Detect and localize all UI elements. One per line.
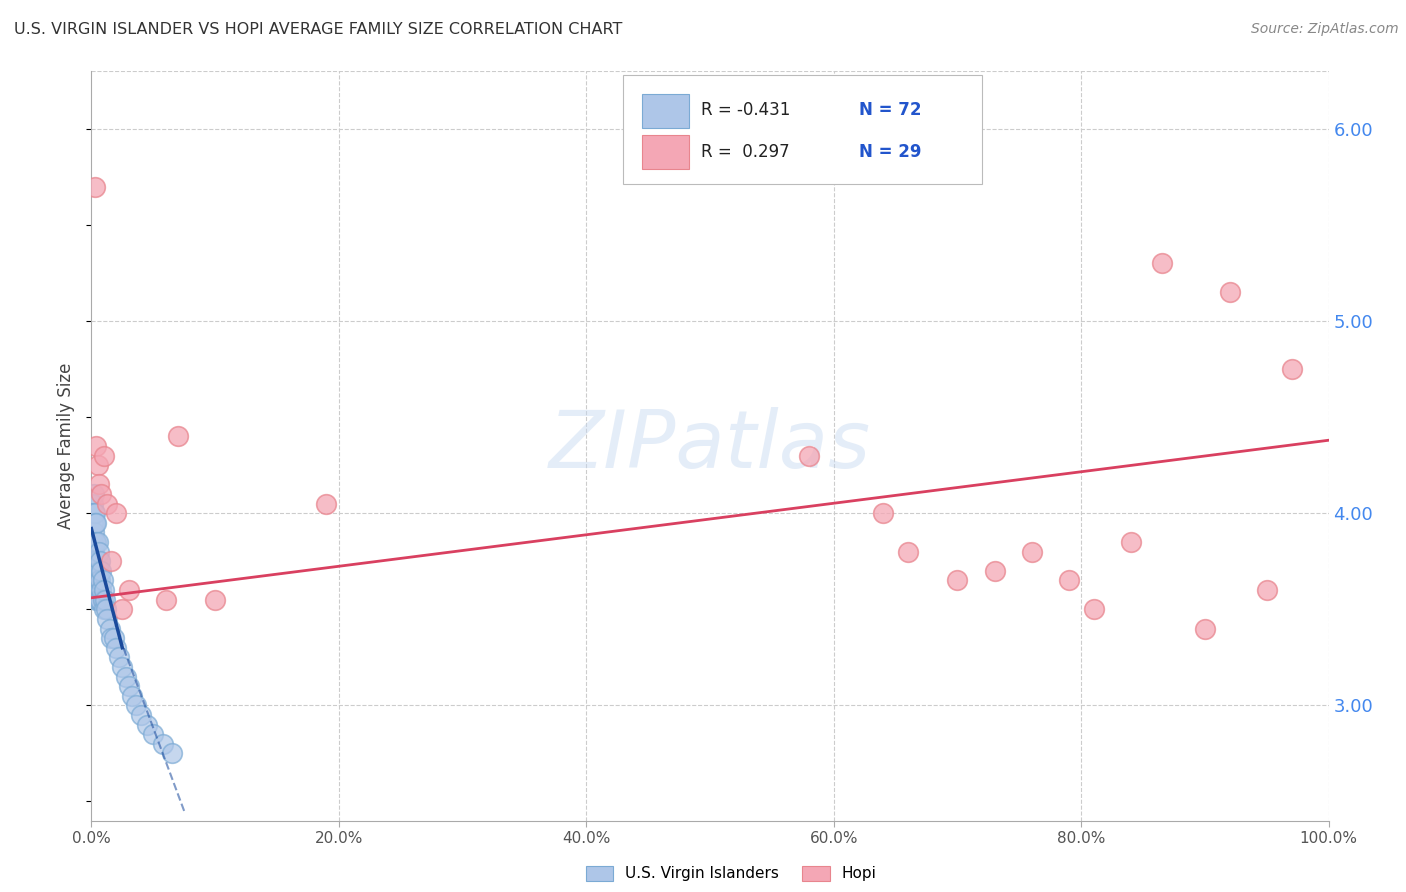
Point [93, 583, 115, 598]
Point [84, 535, 107, 549]
FancyBboxPatch shape [643, 135, 689, 169]
FancyBboxPatch shape [623, 75, 983, 184]
Point [84, 564, 107, 578]
Point [86, 583, 108, 598]
Point [86, 516, 108, 530]
Point [83, 544, 105, 558]
Point [121, 689, 143, 703]
Point [86, 592, 108, 607]
Point [107, 650, 129, 665]
Text: R =  0.297: R = 0.297 [702, 143, 790, 161]
Point [983, 564, 1005, 578]
Text: R = -0.431: R = -0.431 [702, 102, 790, 120]
Point [87, 564, 110, 578]
Point [82, 516, 104, 530]
Legend: U.S. Virgin Islanders, Hopi: U.S. Virgin Islanders, Hopi [579, 860, 883, 888]
Point [87, 477, 110, 491]
Point [117, 679, 139, 693]
Point [897, 544, 920, 558]
Text: U.S. VIRGIN ISLANDER VS HOPI AVERAGE FAMILY SIZE CORRELATION CHART: U.S. VIRGIN ISLANDER VS HOPI AVERAGE FAM… [14, 22, 623, 37]
Point [89, 554, 111, 568]
Point [103, 631, 125, 645]
Point [105, 640, 128, 655]
Point [136, 717, 159, 731]
Point [1119, 535, 1142, 549]
Point [84, 583, 107, 598]
Point [91, 592, 114, 607]
Point [125, 698, 148, 713]
Point [84, 554, 107, 568]
Point [100, 631, 122, 645]
Point [86, 583, 108, 598]
Point [315, 497, 337, 511]
Text: N = 29: N = 29 [859, 143, 921, 161]
Point [86, 592, 108, 607]
Point [160, 747, 183, 761]
Point [84, 506, 107, 520]
Text: ZIPatlas: ZIPatlas [548, 407, 872, 485]
Point [204, 592, 226, 607]
Point [142, 727, 165, 741]
Point [86, 535, 108, 549]
Point [83, 506, 105, 520]
Point [1194, 622, 1216, 636]
Point [946, 574, 969, 588]
Point [105, 506, 128, 520]
Point [90, 487, 112, 501]
Point [1083, 602, 1105, 616]
Point [167, 429, 190, 443]
FancyBboxPatch shape [643, 94, 689, 128]
Point [152, 737, 174, 751]
Point [1256, 583, 1278, 598]
Point [86, 439, 108, 453]
Point [87, 544, 110, 558]
Point [96, 497, 118, 511]
Point [90, 583, 112, 598]
Point [87, 592, 110, 607]
Point [129, 708, 152, 723]
Point [1057, 574, 1080, 588]
Point [1021, 544, 1043, 558]
Point [115, 669, 138, 683]
Point [96, 602, 118, 616]
Point [91, 574, 114, 588]
Point [86, 554, 108, 568]
Point [89, 574, 111, 588]
Point [1219, 285, 1241, 300]
Point [1281, 362, 1303, 376]
Point [82, 535, 104, 549]
Point [84, 516, 107, 530]
Point [93, 602, 115, 616]
Point [83, 564, 105, 578]
Point [86, 458, 108, 473]
Text: N = 72: N = 72 [859, 102, 921, 120]
Y-axis label: Average Family Size: Average Family Size [58, 363, 76, 529]
Point [100, 554, 122, 568]
Point [93, 449, 115, 463]
Point [117, 583, 139, 598]
Point [89, 592, 111, 607]
Point [94, 592, 117, 607]
Point [83, 525, 105, 540]
Point [86, 574, 108, 588]
Point [1150, 256, 1173, 270]
Point [83, 487, 105, 501]
Point [82, 497, 104, 511]
Point [98, 622, 121, 636]
Point [872, 506, 894, 520]
Point [155, 592, 177, 607]
Point [86, 554, 108, 568]
Text: Source: ZipAtlas.com: Source: ZipAtlas.com [1251, 22, 1399, 37]
Point [111, 602, 134, 616]
Point [84, 179, 107, 194]
Point [84, 574, 107, 588]
Point [87, 574, 110, 588]
Point [86, 574, 108, 588]
Point [90, 564, 112, 578]
Point [86, 535, 108, 549]
Point [111, 660, 134, 674]
Point [797, 449, 820, 463]
Point [96, 612, 118, 626]
